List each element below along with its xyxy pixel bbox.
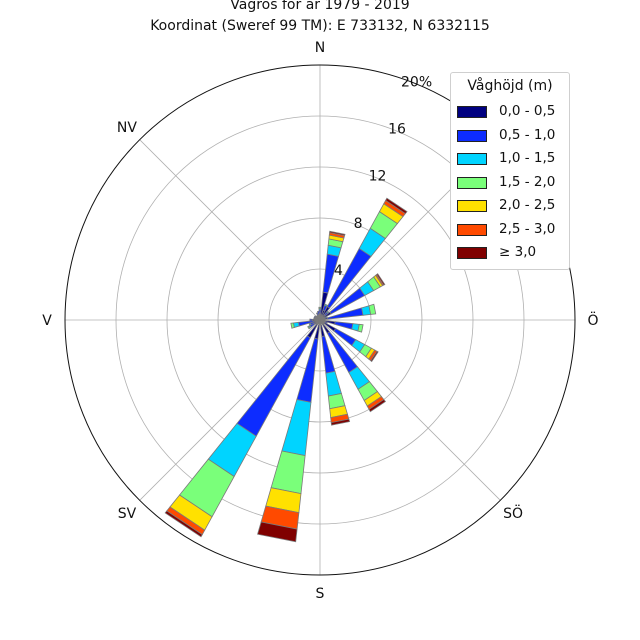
bar-segment-31-1 — [316, 310, 320, 316]
legend-swatch — [457, 129, 487, 142]
radial-tick-2: 12 — [369, 169, 387, 185]
bar-segment-15-6 — [330, 418, 351, 426]
outer-ring — [64, 64, 576, 576]
direction-label-3: SÖ — [503, 504, 523, 522]
legend-swatch — [457, 223, 487, 236]
direction-label-4: S — [316, 586, 325, 602]
legend-item: 2,0 - 2,5 — [457, 197, 567, 215]
bar-segment-1-6 — [329, 230, 346, 237]
bar-segment-17-6 — [257, 521, 298, 543]
legend: Våghöjd (m) 0,0 - 0,5 0,5 - 1,0 1,0 - 1,5 1… — [450, 72, 570, 270]
direction-label-2: Ö — [587, 311, 598, 329]
legend-swatch — [457, 247, 487, 259]
legend-label: ≥ 3,0 — [499, 244, 537, 260]
chart-title: Vågros för år 1979 - 2019 — [230, 0, 410, 13]
radial-tick-1: 8 — [354, 216, 363, 232]
legend-label: 2,0 - 2,5 — [499, 197, 556, 213]
bar-segment-11-6 — [370, 350, 379, 363]
legend-label: 2,5 - 3,0 — [499, 220, 556, 237]
legend-label: 0,0 - 0,5 — [499, 103, 556, 119]
bar-segment-23-3 — [290, 322, 295, 329]
legend-label: 0,5 - 1,0 — [499, 126, 556, 143]
bar-segment-24-1 — [309, 318, 313, 322]
chart-subtitle: Koordinat (Sweref 99 TM): E 733132, N 63… — [150, 18, 490, 34]
bar-segment-13-6 — [368, 399, 387, 413]
legend-label: 1,5 - 2,0 — [499, 173, 556, 190]
legend-item: ≥ 3,0 — [457, 244, 567, 262]
radial-tick-labels: 4 8 12 16 20% — [334, 74, 432, 278]
bar-segment-9-1 — [334, 321, 354, 330]
legend-swatch — [457, 176, 487, 189]
bar-segment-17-3 — [270, 450, 306, 495]
bar-segment-15-2 — [325, 370, 342, 397]
bar-segment-5-6 — [376, 273, 386, 286]
legend-item: 0,5 - 1,0 — [457, 127, 567, 145]
radial-tick-3: 16 — [388, 122, 406, 138]
direction-label-6: V — [42, 313, 52, 329]
direction-label-7: NV — [117, 120, 137, 136]
legend-swatch — [457, 200, 487, 212]
legend-label: 1,0 - 1,5 — [499, 150, 556, 166]
legend-swatch — [457, 153, 487, 165]
bar-segment-17-2 — [281, 399, 312, 457]
bar-segment-21-3 — [307, 325, 311, 330]
bar-segment-27-1 — [313, 315, 317, 319]
rose-bars — [164, 197, 408, 543]
polar-grid — [65, 65, 575, 575]
bar-segment-0-3 — [318, 306, 322, 309]
legend-swatch — [457, 106, 487, 118]
bar-segment-9-3 — [357, 323, 364, 333]
radial-tick-0: 4 — [334, 263, 343, 279]
radial-tick-4: 20% — [401, 74, 432, 90]
direction-label-5: SV — [118, 506, 137, 522]
legend-item: 2,5 - 3,0 — [457, 221, 567, 239]
legend-item: 0,0 - 0,5 — [457, 103, 567, 121]
direction-label-0: N — [315, 40, 325, 56]
bar-segment-3-6 — [385, 197, 408, 215]
bar-segment-7-3 — [368, 303, 377, 315]
legend-item: 1,5 - 2,0 — [457, 174, 567, 192]
legend-title: Våghöjd (m) — [467, 78, 553, 94]
grid-spoke — [139, 319, 321, 501]
grid-spoke — [319, 319, 501, 501]
bar-segment-19-6 — [164, 510, 203, 538]
grid-spoke — [139, 139, 321, 321]
legend-item: 1,0 - 1,5 — [457, 150, 567, 168]
